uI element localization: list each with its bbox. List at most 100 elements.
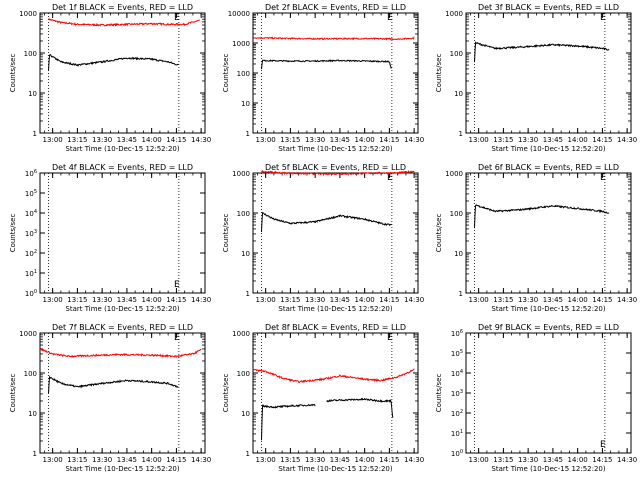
x-tick-label: 14:00	[355, 456, 375, 464]
y-tick-label: 100	[237, 210, 250, 218]
marker-label: E	[600, 440, 606, 450]
plot-frame	[465, 172, 632, 294]
x-tick-label: 14:15	[379, 136, 399, 144]
x-axis-label: Start Time (10-Dec-15 12:52:20)	[65, 465, 179, 473]
panel-title: Det 4f BLACK = Events, RED = LLD	[52, 163, 193, 172]
x-tick-label: 14:00	[142, 456, 162, 464]
events-series-line	[48, 375, 179, 394]
x-tick-label: 13:30	[305, 136, 325, 144]
y-tick-label: 103	[451, 389, 463, 398]
y-axis-label: Counts/sec	[9, 214, 17, 253]
y-axis-label: Counts/sec	[222, 374, 230, 413]
x-tick-label: 14:30	[191, 296, 211, 304]
lld-series-line	[261, 170, 415, 176]
y-tick-label: 10	[241, 410, 250, 418]
panel-9: Det 9f BLACK = Events, RED = LLD 100 101 10…	[435, 323, 637, 473]
x-tick-label: 14:00	[142, 136, 162, 144]
panel-title: Det 2f BLACK = Events, RED = LLD	[265, 3, 406, 12]
y-axis-label: Counts/sec	[435, 374, 443, 413]
events-series-line	[48, 54, 179, 71]
panel-title: Det 6f BLACK = Events, RED = LLD	[478, 163, 619, 172]
panel-title: Det 7f BLACK = Events, RED = LLD	[52, 323, 193, 332]
x-tick-label: 13:45	[330, 456, 350, 464]
marker-label: E	[387, 13, 393, 23]
x-axis-label: Start Time (10-Dec-15 12:52:20)	[491, 305, 605, 313]
x-tick-label: 13:30	[92, 456, 112, 464]
x-tick-label: 13:15	[493, 296, 513, 304]
x-tick-label: 13:45	[543, 456, 563, 464]
x-axis-label: Start Time (10-Dec-15 12:52:20)	[278, 145, 392, 153]
y-tick-label: 1000	[232, 330, 250, 338]
x-tick-label: 13:30	[92, 296, 112, 304]
marker-label: E	[387, 333, 393, 343]
lld-series-line	[40, 347, 202, 358]
plot-frame	[39, 332, 206, 454]
panel-7: Det 7f BLACK = Events, RED = LLD 1 10 100 10…	[9, 323, 211, 473]
panel-6: Det 6f BLACK = Events, RED = LLD 1 10 100 10…	[435, 163, 637, 313]
y-tick-label: 106	[25, 169, 37, 178]
x-tick-label: 14:15	[166, 136, 186, 144]
lld-series-line	[48, 17, 200, 27]
y-tick-label: 1	[459, 290, 463, 298]
y-tick-label: 105	[25, 189, 37, 198]
y-axis-label: Counts/sec	[9, 374, 17, 413]
marker-label: E	[387, 173, 393, 183]
x-tick-label: 13:00	[256, 136, 276, 144]
x-axis-label: Start Time (10-Dec-15 12:52:20)	[65, 145, 179, 153]
x-tick-label: 14:30	[191, 136, 211, 144]
panel-title: Det 8f BLACK = Events, RED = LLD	[265, 323, 406, 332]
x-tick-label: 13:45	[117, 136, 137, 144]
x-tick-label: 14:30	[617, 136, 637, 144]
y-tick-label: 10	[28, 410, 37, 418]
x-tick-label: 13:15	[493, 456, 513, 464]
y-tick-label: 1000	[19, 330, 37, 338]
y-axis-label: Counts/sec	[222, 54, 230, 93]
panel-4: Det 4f BLACK = Events, RED = LLD 100 101 10…	[9, 163, 211, 313]
events-series-line	[261, 211, 392, 233]
x-tick-label: 14:15	[592, 456, 612, 464]
x-axis-label: Start Time (10-Dec-15 12:52:20)	[65, 305, 179, 313]
x-tick-label: 14:15	[592, 136, 612, 144]
y-tick-label: 1	[246, 130, 250, 138]
x-tick-label: 13:00	[469, 136, 489, 144]
marker-label: E	[174, 13, 180, 23]
y-tick-label: 100	[451, 449, 463, 458]
x-tick-label: 14:30	[404, 296, 424, 304]
x-tick-label: 13:45	[543, 136, 563, 144]
x-tick-label: 13:45	[330, 296, 350, 304]
x-tick-label: 13:00	[469, 456, 489, 464]
y-tick-label: 100	[25, 289, 37, 298]
x-axis-label: Start Time (10-Dec-15 12:52:20)	[491, 145, 605, 153]
plot-frame	[39, 12, 206, 134]
x-axis-label: Start Time (10-Dec-15 12:52:20)	[278, 465, 392, 473]
x-tick-label: 13:30	[518, 456, 538, 464]
panel-title: Det 9f BLACK = Events, RED = LLD	[478, 323, 619, 332]
x-tick-label: 13:15	[280, 456, 300, 464]
y-tick-label: 10	[28, 90, 37, 98]
y-tick-label: 1	[33, 450, 37, 458]
x-tick-label: 14:15	[379, 456, 399, 464]
y-tick-label: 100	[237, 370, 250, 378]
plot-frame	[465, 332, 632, 454]
x-tick-label: 14:30	[404, 136, 424, 144]
panel-title: Det 3f BLACK = Events, RED = LLD	[478, 3, 619, 12]
y-tick-label: 1	[246, 290, 250, 298]
x-tick-label: 14:30	[617, 296, 637, 304]
events-series-line	[261, 59, 392, 70]
y-tick-label: 101	[451, 429, 463, 438]
x-tick-label: 13:15	[67, 296, 87, 304]
x-tick-label: 13:15	[280, 136, 300, 144]
plot-frame	[252, 12, 419, 134]
y-tick-label: 100	[237, 70, 250, 78]
x-tick-label: 13:00	[256, 296, 276, 304]
marker-label: E	[600, 13, 606, 23]
plot-frame	[252, 332, 419, 454]
events-series-line	[474, 204, 610, 229]
y-axis-label: Counts/sec	[435, 54, 443, 93]
x-tick-label: 14:15	[166, 456, 186, 464]
y-tick-label: 10	[241, 100, 250, 108]
y-tick-label: 104	[25, 209, 37, 218]
x-tick-label: 13:15	[67, 136, 87, 144]
x-tick-label: 13:30	[305, 296, 325, 304]
panel-8: Det 8f BLACK = Events, RED = LLD 1 10 100 10…	[222, 323, 424, 473]
